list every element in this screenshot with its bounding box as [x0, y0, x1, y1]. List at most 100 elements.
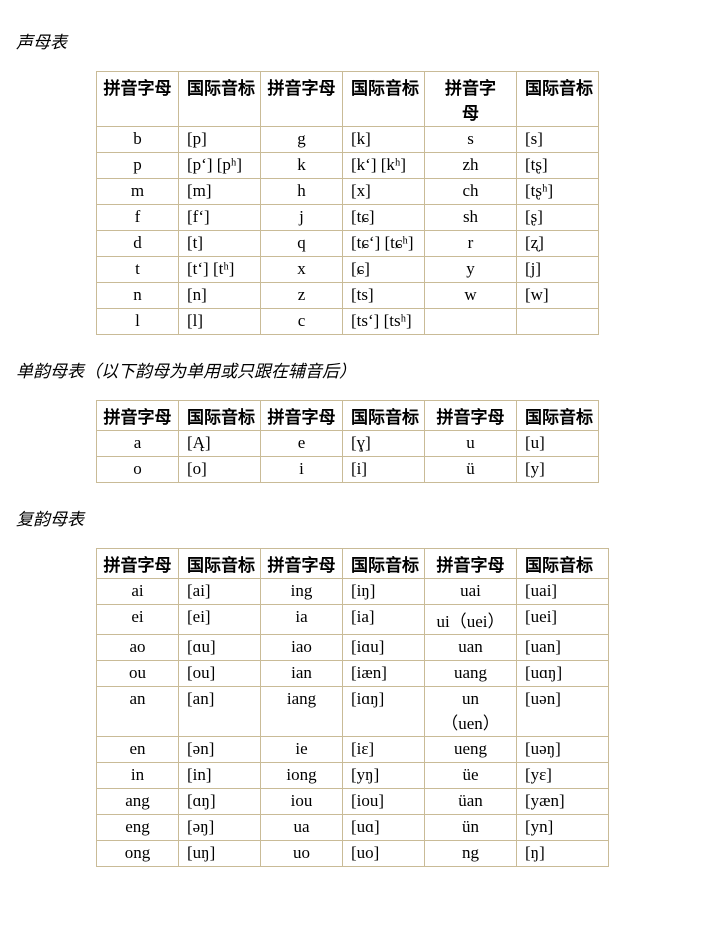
- ipa-cell: [fʻ]: [179, 205, 261, 231]
- table-row: l[l]c[tsʻ] [tsʰ]: [97, 309, 599, 335]
- table-header: 国际音标: [343, 549, 425, 579]
- table-header: 拼音字母: [97, 549, 179, 579]
- pinyin-cell: in: [97, 763, 179, 789]
- ipa-cell: [yɛ]: [517, 763, 609, 789]
- ipa-cell: [ʐ]: [517, 231, 599, 257]
- ipa-cell: [uɑ]: [343, 815, 425, 841]
- pinyin-cell: ong: [97, 841, 179, 867]
- pinyin-cell: an: [97, 687, 179, 737]
- ipa-cell: [n]: [179, 283, 261, 309]
- table-row: a[Ą]e[ɣ]u[u]: [97, 431, 599, 457]
- ipa-cell: [ən]: [179, 737, 261, 763]
- ipa-cell: [ia]: [343, 605, 425, 635]
- pinyin-cell: sh: [425, 205, 517, 231]
- pinyin-cell: ei: [97, 605, 179, 635]
- table-row: o[o]i[i]ü[y]: [97, 457, 599, 483]
- pinyin-cell: b: [97, 127, 179, 153]
- pinyin-cell: ou: [97, 661, 179, 687]
- ipa-cell: [uei]: [517, 605, 609, 635]
- table-row: ou[ou]ian[iæn]uang[uɑŋ]: [97, 661, 609, 687]
- table-header: 国际音标: [517, 401, 599, 431]
- section-title: 单韵母表（以下韵母为单用或只跟在辅音后）: [16, 357, 704, 382]
- table-header: 国际音标: [179, 549, 261, 579]
- ipa-cell: [iɑŋ]: [343, 687, 425, 737]
- pinyin-cell: iao: [261, 635, 343, 661]
- ipa-cell: [uo]: [343, 841, 425, 867]
- ipa-cell: [ai]: [179, 579, 261, 605]
- ipa-cell: [p]: [179, 127, 261, 153]
- pinyin-cell: i: [261, 457, 343, 483]
- pinyin-cell: g: [261, 127, 343, 153]
- pinyin-cell: ui（uei）: [425, 605, 517, 635]
- ipa-cell: [ŋ]: [517, 841, 609, 867]
- pinyin-cell: ia: [261, 605, 343, 635]
- pinyin-cell: ng: [425, 841, 517, 867]
- phonetic-table: 拼音字母国际音标拼音字母国际音标拼音字母国际音标a[Ą]e[ɣ]u[u]o[o]…: [96, 400, 599, 483]
- phonetic-table: 拼音字母国际音标拼音字母国际音标拼音字 母国际音标b[p]g[k]s[s]p[p…: [96, 71, 599, 335]
- ipa-cell: [ɑu]: [179, 635, 261, 661]
- ipa-cell: [əŋ]: [179, 815, 261, 841]
- pinyin-cell: uan: [425, 635, 517, 661]
- pinyin-cell: un （uen）: [425, 687, 517, 737]
- section-title: 声母表: [16, 28, 704, 53]
- table-header: 拼音字母: [97, 401, 179, 431]
- pinyin-cell: ün: [425, 815, 517, 841]
- table-wrap: 拼音字母国际音标拼音字母国际音标拼音字母国际音标ai[ai]ing[iŋ]uai…: [16, 548, 704, 867]
- ipa-cell: [in]: [179, 763, 261, 789]
- pinyin-cell: ang: [97, 789, 179, 815]
- pinyin-cell: üe: [425, 763, 517, 789]
- pinyin-cell: ü: [425, 457, 517, 483]
- ipa-cell: [uŋ]: [179, 841, 261, 867]
- table-row: p[pʻ] [pʰ]k[kʻ] [kʰ]zh[tʂ]: [97, 153, 599, 179]
- pinyin-cell: a: [97, 431, 179, 457]
- table-header: 拼音字母: [261, 549, 343, 579]
- table-header: 拼音字母: [261, 401, 343, 431]
- table-row: an[an]iang[iɑŋ]un （uen）[uən]: [97, 687, 609, 737]
- ipa-cell: [tsʻ] [tsʰ]: [343, 309, 425, 335]
- pinyin-cell: d: [97, 231, 179, 257]
- ipa-cell: [517, 309, 599, 335]
- table-row: en[ən]ie[iɛ]ueng[uəŋ]: [97, 737, 609, 763]
- pinyin-cell: ai: [97, 579, 179, 605]
- pinyin-cell: zh: [425, 153, 517, 179]
- ipa-cell: [iŋ]: [343, 579, 425, 605]
- table-header: 拼音字 母: [425, 72, 517, 127]
- pinyin-cell: ian: [261, 661, 343, 687]
- ipa-cell: [an]: [179, 687, 261, 737]
- table-wrap: 拼音字母国际音标拼音字母国际音标拼音字 母国际音标b[p]g[k]s[s]p[p…: [16, 71, 704, 335]
- ipa-cell: [iæn]: [343, 661, 425, 687]
- ipa-cell: [yæn]: [517, 789, 609, 815]
- table-wrap: 拼音字母国际音标拼音字母国际音标拼音字母国际音标a[Ą]e[ɣ]u[u]o[o]…: [16, 400, 704, 483]
- ipa-cell: [uəŋ]: [517, 737, 609, 763]
- ipa-cell: [t]: [179, 231, 261, 257]
- pinyin-cell: ch: [425, 179, 517, 205]
- table-row: d[t]q[tɕʻ] [tɕʰ]r[ʐ]: [97, 231, 599, 257]
- table-row: ang[ɑŋ]iou[iou]üan[yæn]: [97, 789, 609, 815]
- ipa-cell: [iou]: [343, 789, 425, 815]
- ipa-cell: [ʂ]: [517, 205, 599, 231]
- document-root: 声母表拼音字母国际音标拼音字母国际音标拼音字 母国际音标b[p]g[k]s[s]…: [16, 28, 704, 867]
- pinyin-cell: h: [261, 179, 343, 205]
- table-row: b[p]g[k]s[s]: [97, 127, 599, 153]
- table-header: 拼音字母: [97, 72, 179, 127]
- ipa-cell: [tʂ]: [517, 153, 599, 179]
- pinyin-cell: l: [97, 309, 179, 335]
- ipa-cell: [s]: [517, 127, 599, 153]
- pinyin-cell: p: [97, 153, 179, 179]
- pinyin-cell: u: [425, 431, 517, 457]
- section-title: 复韵母表: [16, 505, 704, 530]
- ipa-cell: [u]: [517, 431, 599, 457]
- table-row: m[m]h[x]ch[tʂʰ]: [97, 179, 599, 205]
- ipa-cell: [m]: [179, 179, 261, 205]
- pinyin-cell: e: [261, 431, 343, 457]
- pinyin-cell: üan: [425, 789, 517, 815]
- table-header: 国际音标: [179, 401, 261, 431]
- pinyin-cell: uai: [425, 579, 517, 605]
- table-header: 国际音标: [343, 72, 425, 127]
- pinyin-cell: m: [97, 179, 179, 205]
- ipa-cell: [o]: [179, 457, 261, 483]
- ipa-cell: [uan]: [517, 635, 609, 661]
- table-header: 拼音字母: [425, 401, 517, 431]
- phonetic-table: 拼音字母国际音标拼音字母国际音标拼音字母国际音标ai[ai]ing[iŋ]uai…: [96, 548, 609, 867]
- pinyin-cell: ueng: [425, 737, 517, 763]
